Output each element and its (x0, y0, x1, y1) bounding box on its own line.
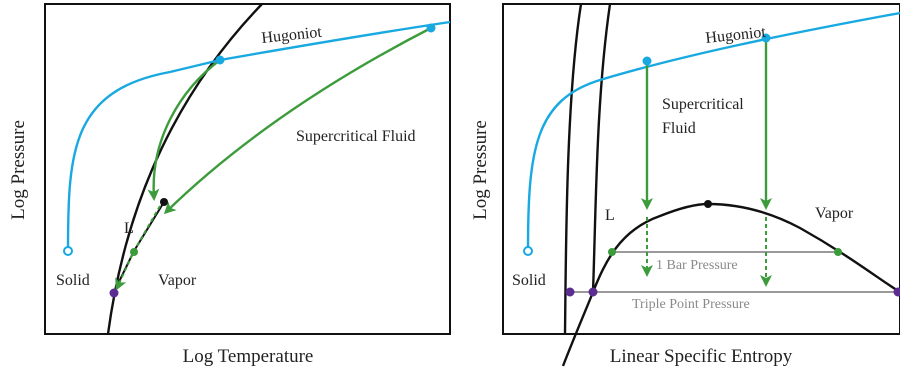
right-hugoniot-point-1 (642, 56, 652, 66)
right-liquid-label: L (605, 207, 615, 224)
left-critical-point (160, 198, 168, 206)
left-x-axis-title: Log Temperature (183, 346, 314, 367)
right-panel: Hugoniot Supercritical Fluid L Vapor Sol… (470, 3, 900, 367)
left-supercritical-label: Supercritical Fluid (296, 128, 416, 145)
right-hugoniot-curve (526, 11, 900, 251)
right-hugoniot-point-2 (761, 33, 771, 43)
left-vapor-label: Vapor (158, 272, 197, 289)
left-triple-point (109, 288, 119, 298)
left-liquid-label: L (124, 220, 134, 237)
right-plot-frame (502, 3, 900, 335)
right-one-bar-label: 1 Bar Pressure (656, 258, 738, 273)
left-panel: Hugoniot Supercritical Fluid L Solid Vap… (8, 3, 451, 367)
left-expansion-path-2 (163, 26, 432, 215)
right-triple-point-label: Triple Point Pressure (632, 297, 750, 312)
left-hugoniot-curve (66, 20, 451, 251)
left-expansion-path-1 (147, 59, 221, 201)
right-vapor-point (834, 248, 842, 256)
left-plot-frame (44, 3, 451, 335)
left-hugoniot-point-1 (215, 55, 225, 65)
right-vapor-dome (561, 202, 900, 367)
right-triple-point-vapor (893, 287, 900, 297)
right-solid-boundary-1 (563, 3, 583, 335)
right-y-axis-title: Log Pressure (470, 120, 491, 220)
left-hugoniot-start (63, 246, 73, 256)
left-hugoniot-label: Hugoniot (261, 24, 323, 47)
left-solid-label: Solid (56, 272, 90, 289)
right-solid-label: Solid (512, 272, 546, 289)
right-vapor-label: Vapor (815, 205, 854, 222)
right-supercritical-label-line1: Supercritical (662, 96, 744, 113)
left-y-axis-title: Log Pressure (8, 120, 29, 220)
left-hugoniot-point-2 (426, 23, 436, 33)
right-x-axis-title: Linear Specific Entropy (610, 346, 793, 367)
right-triple-point-liquid (588, 287, 598, 297)
right-supercritical-label-line2: Fluid (662, 120, 696, 137)
right-critical-point (704, 200, 712, 208)
right-triple-point-solid (565, 287, 575, 297)
right-hugoniot-start (523, 246, 533, 256)
right-solid-boundary-2 (591, 3, 612, 293)
left-vapor-curve (113, 201, 165, 293)
right-hugoniot-label: Hugoniot (705, 24, 767, 47)
left-liquid-point (130, 248, 138, 256)
right-liquid-point (608, 248, 616, 256)
